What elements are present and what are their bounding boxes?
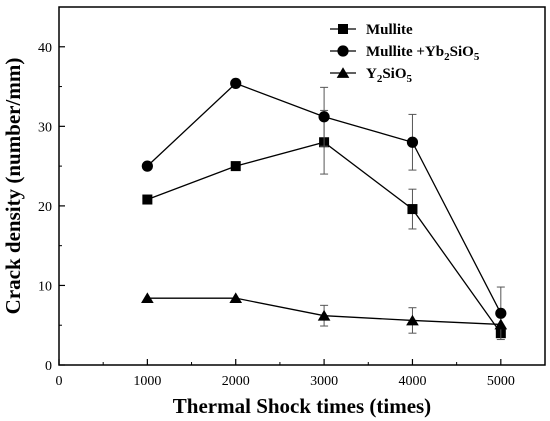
legend-marker — [338, 24, 348, 34]
y-tick-label: 40 — [38, 41, 52, 56]
data-point — [318, 111, 330, 123]
legend: Mullite Mullite +Yb2SiO5 Y2SiO5 — [330, 22, 480, 85]
series-layer — [141, 77, 508, 341]
x-tick-label: 3000 — [310, 374, 338, 389]
data-point — [142, 194, 153, 205]
data-point — [230, 77, 242, 89]
legend-marker — [337, 45, 349, 57]
axis-ticks: 0 1000 2000 3000 4000 5000 0 10 20 30 40 — [38, 41, 515, 389]
x-tick-label: 1000 — [133, 374, 161, 389]
legend-marker — [336, 67, 350, 78]
data-point — [141, 292, 154, 304]
y-axis-title: Crack density (number/mm) — [1, 58, 25, 315]
x-tick-label: 5000 — [487, 374, 515, 389]
series-group — [141, 77, 507, 341]
legend-label: Mullite — [366, 22, 413, 38]
data-point — [407, 204, 418, 215]
x-axis-title: Thermal Shock times (times) — [173, 394, 431, 418]
x-tick-label: 4000 — [398, 374, 426, 389]
data-point — [229, 292, 243, 304]
plot-frame — [58, 6, 546, 366]
data-point — [230, 161, 241, 172]
y-tick-label: 20 — [38, 200, 52, 215]
data-point — [494, 318, 508, 330]
data-point — [317, 309, 331, 321]
x-tick-label: 0 — [56, 374, 63, 389]
y-tick-label: 10 — [38, 279, 52, 294]
series-group — [141, 292, 508, 334]
y-tick-label: 30 — [38, 120, 52, 135]
data-point — [495, 307, 507, 319]
data-point — [141, 160, 153, 172]
legend-label: Mullite +Yb2SiO5 — [366, 44, 480, 63]
data-point — [406, 136, 419, 148]
x-tick-label: 2000 — [222, 374, 250, 389]
legend-label: Y2SiO5 — [366, 66, 413, 85]
data-point — [406, 314, 419, 326]
y-tick-label: 0 — [45, 359, 52, 374]
